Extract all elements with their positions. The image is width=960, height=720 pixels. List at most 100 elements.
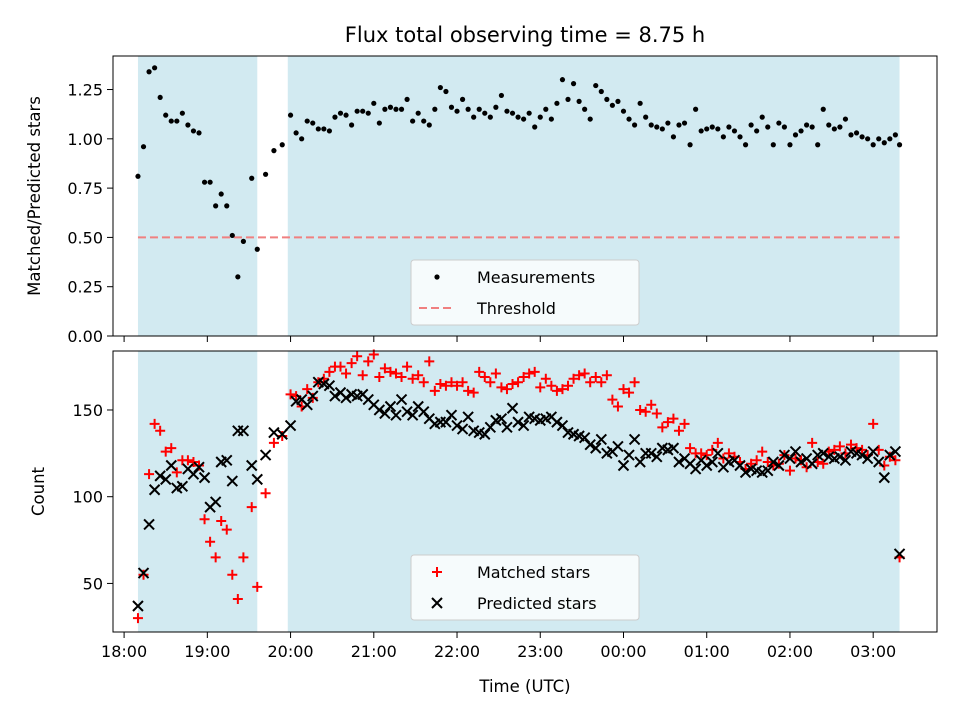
measurement-point <box>554 100 560 106</box>
matched-point <box>363 356 374 367</box>
measurement-point <box>848 132 854 138</box>
predicted-point <box>154 470 166 482</box>
matched-point <box>385 366 396 377</box>
measurement-point <box>365 110 371 116</box>
matched-point <box>662 417 673 428</box>
predicted-point <box>612 440 624 453</box>
measurement-point <box>421 118 427 124</box>
matched-point <box>171 467 182 478</box>
predicted-point <box>451 419 463 432</box>
y-axis-label: Matched/Predicted stars <box>25 96 44 296</box>
matched-point <box>890 455 901 466</box>
matched-point <box>507 378 518 389</box>
measurement-point <box>548 116 554 122</box>
matched-point <box>194 460 205 471</box>
predicted-point <box>323 379 336 392</box>
matched-point <box>485 377 496 388</box>
matched-point <box>216 515 227 526</box>
matched-point <box>424 356 435 367</box>
matched-point <box>845 439 856 450</box>
measurement-point <box>448 104 455 110</box>
predicted-point <box>778 449 791 461</box>
matched-point <box>657 422 668 433</box>
legend-box <box>410 554 640 621</box>
matched-point <box>818 458 829 469</box>
y-tick-label: 0.75 <box>67 179 103 198</box>
x-tick-label: 22:00 <box>434 642 480 661</box>
matched-point <box>199 514 210 525</box>
measurement-point <box>393 106 399 112</box>
predicted-point <box>307 390 319 402</box>
measurement-point <box>609 102 615 108</box>
matched-point <box>529 366 540 377</box>
matched-point <box>612 401 623 412</box>
measurement-point <box>326 128 333 134</box>
matched-point <box>341 368 352 379</box>
measurement-point <box>887 136 893 142</box>
predicted-point <box>340 392 352 404</box>
matched-point <box>307 392 318 403</box>
y-tick-label: 150 <box>72 401 103 420</box>
measurement-point <box>229 232 235 239</box>
predicted-point <box>617 459 630 472</box>
measurement-point <box>459 96 466 102</box>
predicted-point <box>834 451 846 463</box>
predicted-point <box>160 473 172 486</box>
measurement-point <box>831 126 837 132</box>
matched-point <box>468 387 479 398</box>
y-tick-label: 0.50 <box>67 228 103 247</box>
measurement-point <box>354 108 360 114</box>
legend: Measurements Threshold <box>410 259 640 326</box>
predicted-point <box>712 447 724 460</box>
measurement-point <box>521 116 527 122</box>
matched-point <box>757 446 768 457</box>
predicted-point <box>689 463 702 475</box>
measurement-point <box>896 142 903 148</box>
legend-marker <box>434 274 440 280</box>
matched-point <box>346 358 357 369</box>
matched-point <box>501 384 512 395</box>
measurement-point <box>787 142 793 148</box>
measurement-point <box>726 124 732 130</box>
predicted-point <box>329 390 341 402</box>
matched-point <box>651 408 662 419</box>
matched-point <box>435 378 446 389</box>
predicted-point <box>584 438 596 451</box>
matched-point <box>490 368 501 379</box>
measurement-point <box>681 120 688 126</box>
matched-point <box>252 581 263 592</box>
matched-point <box>210 552 221 563</box>
measurement-point <box>410 118 416 124</box>
x-tick-label: 18:00 <box>101 642 147 661</box>
measurement-point <box>626 116 632 122</box>
measurement-point <box>704 126 710 132</box>
legend-label: Threshold <box>476 299 556 318</box>
matched-point <box>379 363 390 374</box>
measurement-point <box>853 130 860 136</box>
measurement-point <box>152 65 158 71</box>
matched-point <box>535 382 546 393</box>
y-axis-label: Count <box>29 466 48 516</box>
measurement-point <box>387 104 394 110</box>
predicted-point <box>176 480 189 493</box>
plot-frame <box>112 350 938 633</box>
matched-point <box>132 613 143 624</box>
measurement-point <box>620 108 627 114</box>
matched-point <box>884 451 895 462</box>
measurement-point <box>576 98 582 104</box>
predicted-point <box>701 459 713 472</box>
measurement-point <box>504 108 510 114</box>
measurement-point <box>804 122 810 128</box>
predicted-point <box>221 454 233 466</box>
predicted-point <box>165 459 177 472</box>
observing-interval <box>137 56 258 336</box>
predicted-point <box>628 433 641 446</box>
measurement-point <box>465 106 471 112</box>
matched-point <box>155 425 166 436</box>
matched-point <box>463 385 474 396</box>
measurement-point <box>842 116 849 122</box>
predicted-point <box>706 456 718 468</box>
measurement-point <box>293 130 299 136</box>
predicted-point <box>462 411 474 423</box>
measurement-point <box>604 96 610 102</box>
